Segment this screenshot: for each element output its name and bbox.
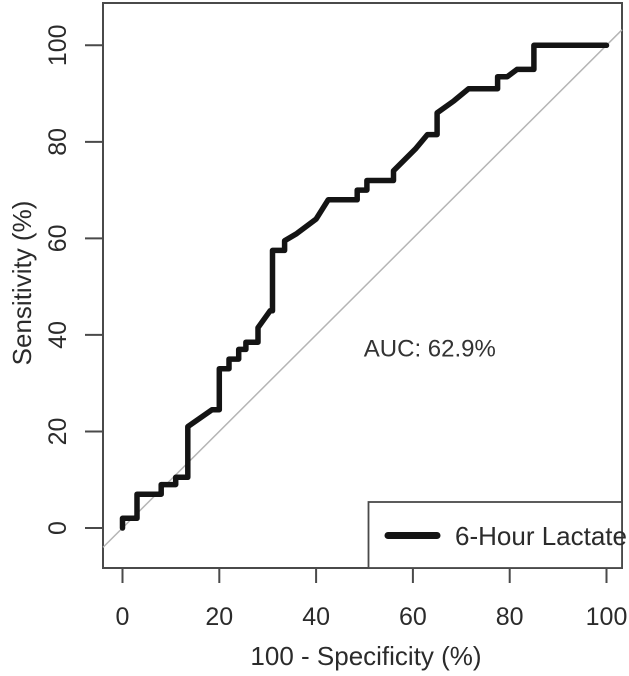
x-tick-label: 0 [116, 603, 130, 631]
chance-diagonal-line [102, 29, 623, 548]
y-tick-label: 20 [44, 418, 72, 446]
y-axis-ticks: 0 20 40 60 80 100 [44, 24, 103, 535]
x-tick-label: 20 [205, 603, 233, 631]
plot-area-border [102, 2, 623, 569]
legend: 6-Hour Lactate [367, 501, 627, 569]
legend-label: 6-Hour Lactate [455, 521, 627, 551]
x-tick-label: 100 [586, 603, 628, 631]
auc-annotation: AUC: 62.9% [364, 336, 496, 363]
y-tick-label: 40 [44, 321, 72, 349]
x-axis-title: 100 - Specificity (%) [250, 641, 481, 671]
x-tick-label: 80 [496, 603, 524, 631]
y-tick-label: 0 [44, 521, 72, 535]
roc-curve [119, 42, 610, 531]
y-tick-label: 60 [44, 224, 72, 252]
y-axis-title: Sensitivity (%) [7, 201, 37, 366]
y-tick-label: 80 [44, 128, 72, 156]
x-tick-label: 60 [399, 603, 427, 631]
y-tick-label: 100 [44, 24, 72, 66]
x-axis-ticks: 0 20 40 60 80 100 [116, 568, 628, 631]
x-tick-label: 40 [302, 603, 330, 631]
